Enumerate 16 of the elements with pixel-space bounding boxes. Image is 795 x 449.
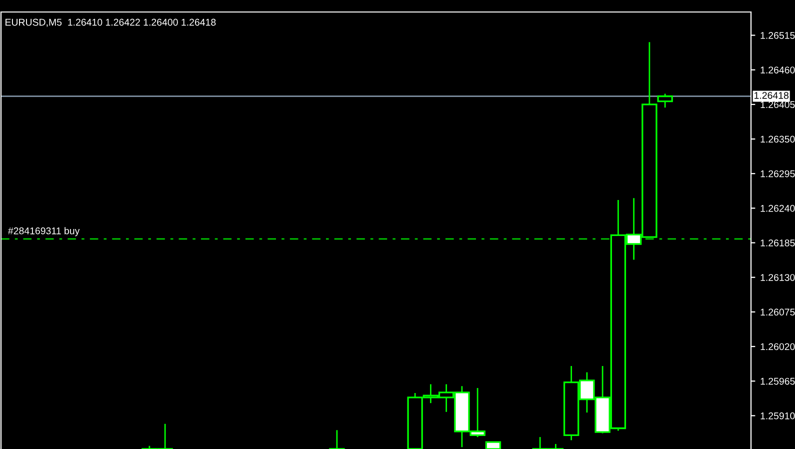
y-tick-label: 1.26460	[760, 66, 795, 74]
text: EURUSD,M5 1.26410 1.26422 1.26400 1.26418	[6, 18, 216, 27]
candlestick	[329, 429, 345, 449]
y-tick-label: 1.26350	[760, 136, 795, 143]
y-tick-label: 1.25965	[760, 378, 795, 385]
y-tick-label: 1.26515	[760, 32, 795, 39]
y-tick-label: 1.26240	[760, 204, 795, 212]
ref-line-label: 1.26418	[754, 92, 788, 99]
y-tick-label: 1.26075	[760, 308, 795, 316]
y-tick-label: 1.26405	[760, 101, 795, 108]
y-tick-label: 1.26295	[760, 170, 795, 178]
y-tick-label: 1.26130	[760, 274, 795, 281]
y-tick-label: 1.26020	[760, 343, 795, 350]
ref-line-label: #284169311 buy	[8, 227, 80, 236]
y-tick-label: 1.25910	[760, 412, 795, 420]
y-tick-label: 1.26185	[760, 239, 795, 246]
